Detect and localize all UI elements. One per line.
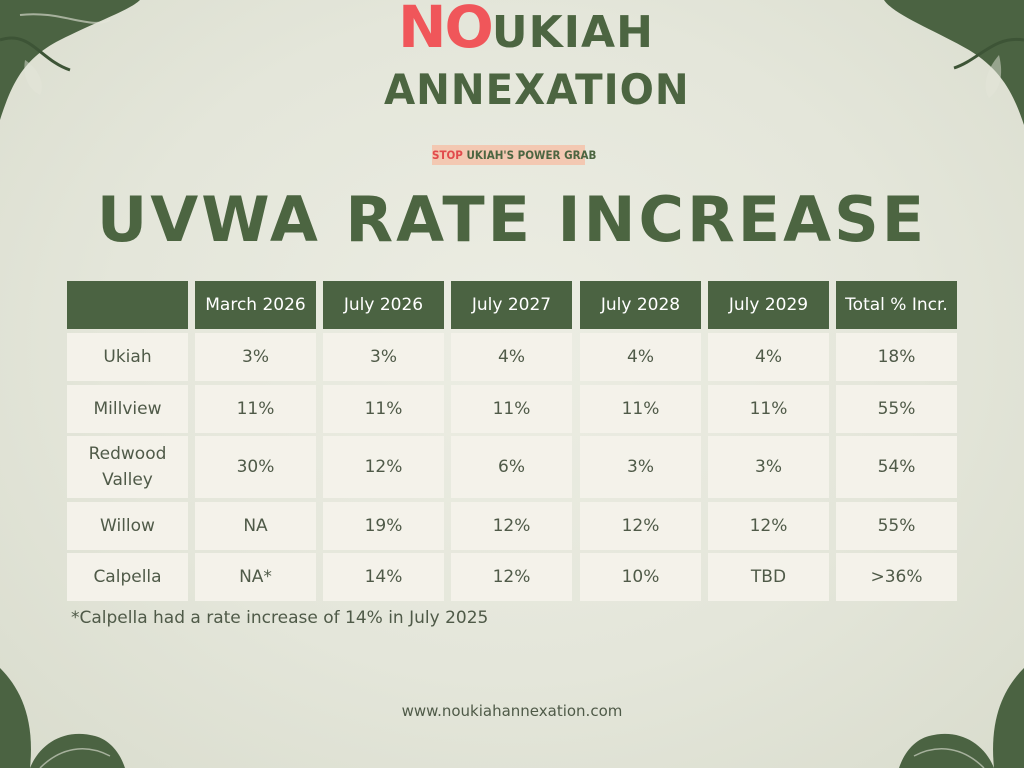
logo-ukiah: UKIAH: [491, 7, 654, 58]
tagline-rest: UKIAH'S POWER GRAB: [466, 148, 597, 162]
table-cell: 4%: [708, 333, 829, 381]
table-cell: 12%: [580, 502, 701, 550]
table-cell: 11%: [708, 385, 829, 433]
table-header-cell: July 2026: [323, 281, 444, 329]
logo-line-one: NOUKIAH: [398, 0, 654, 61]
table-cell: NA*: [195, 553, 316, 601]
table-cell: 54%: [836, 436, 957, 498]
website-link[interactable]: www.noukiahannexation.com: [401, 702, 623, 720]
table-header-cell: Total % Incr.: [836, 281, 957, 329]
table-cell: 4%: [451, 333, 572, 381]
table-cell: 11%: [451, 385, 572, 433]
table-cell: 30%: [195, 436, 316, 498]
table-cell: 11%: [580, 385, 701, 433]
table-header-corner: [67, 281, 188, 329]
table-cell: 3%: [195, 333, 316, 381]
leaf-decoration-top-right: [884, 0, 1024, 125]
table-cell: 12%: [708, 502, 829, 550]
table-cell: 12%: [451, 502, 572, 550]
table-row-label: Redwood Valley: [67, 436, 188, 498]
table-cell: 19%: [323, 502, 444, 550]
page-title: UVWA RATE INCREASE: [96, 183, 928, 256]
table-header-cell: July 2029: [708, 281, 829, 329]
table-cell: 11%: [195, 385, 316, 433]
logo-annexation: ANNEXATION: [384, 65, 690, 114]
table-cell: NA: [195, 502, 316, 550]
table-cell: TBD: [708, 553, 829, 601]
table-cell: >36%: [836, 553, 957, 601]
table-row-label: Ukiah: [67, 333, 188, 381]
table-cell: 4%: [580, 333, 701, 381]
footnote: *Calpella had a rate increase of 14% in …: [71, 608, 489, 628]
leaf-decoration-bottom-left: [0, 668, 125, 768]
table-cell: 6%: [451, 436, 572, 498]
table-cell: 3%: [708, 436, 829, 498]
table-cell: 14%: [323, 553, 444, 601]
table-cell: 55%: [836, 502, 957, 550]
table-header-cell: July 2027: [451, 281, 572, 329]
leaf-decoration-bottom-right: [899, 668, 1024, 768]
table-header-cell: March 2026: [195, 281, 316, 329]
table-cell: 3%: [580, 436, 701, 498]
table-row-label: Millview: [67, 385, 188, 433]
table-row-label: Calpella: [67, 553, 188, 601]
table-cell: 55%: [836, 385, 957, 433]
leaf-decoration-top-left: [0, 0, 140, 120]
table-cell: 12%: [323, 436, 444, 498]
table-cell: 3%: [323, 333, 444, 381]
table-header-cell: July 2028: [580, 281, 701, 329]
table-cell: 11%: [323, 385, 444, 433]
table-cell: 12%: [451, 553, 572, 601]
table-row-label: Willow: [67, 502, 188, 550]
logo-tagline: STOP UKIAH'S POWER GRAB: [432, 145, 596, 165]
logo-no: NO: [398, 0, 494, 61]
tagline-stop: STOP: [432, 148, 463, 162]
table-cell: 18%: [836, 333, 957, 381]
table-cell: 10%: [580, 553, 701, 601]
